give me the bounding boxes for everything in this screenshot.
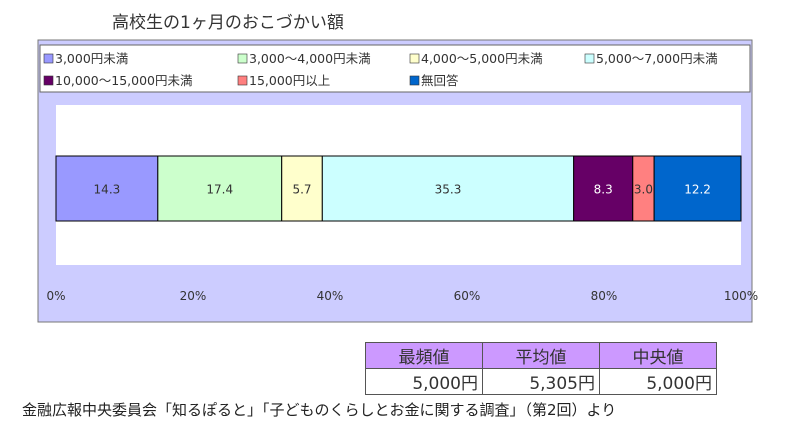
- header-mode: 最頻値: [365, 342, 483, 369]
- legend-swatch: [237, 75, 248, 86]
- legend-swatch: [43, 53, 54, 64]
- legend-label: 10,000〜15,000円未満: [55, 73, 192, 88]
- legend-swatch: [409, 75, 420, 86]
- x-tick-label: 40%: [317, 289, 344, 303]
- data-label: 12.2: [684, 183, 711, 197]
- bar-segment: [321, 155, 575, 222]
- bar-segment: [281, 155, 323, 222]
- header-median: 中央値: [599, 342, 717, 369]
- bar-segment: [55, 155, 159, 222]
- x-tick-label: 100%: [724, 289, 758, 303]
- value-mode: 5,000円: [365, 368, 483, 395]
- legend-label: 4,000〜5,000円未満: [421, 51, 543, 66]
- legend-label: 3,000〜4,000円未満: [249, 51, 371, 66]
- legend-label: 15,000円以上: [249, 73, 330, 88]
- legend-swatch: [409, 53, 420, 64]
- x-tick-label: 80%: [591, 289, 618, 303]
- data-label: 14.3: [94, 183, 121, 197]
- source-note: 金融広報中央委員会「知るぽると」「子どものくらしとお金に関する調査」（第2回）よ…: [22, 401, 617, 419]
- legend: [39, 44, 751, 93]
- stats-table: 最頻値 平均値 中央値 5,000円 5,305円 5,000円: [365, 342, 717, 395]
- legend-swatch: [237, 53, 248, 64]
- value-mean: 5,305円: [482, 368, 600, 395]
- bar-segment: [157, 155, 283, 222]
- data-label: 17.4: [206, 183, 233, 197]
- x-tick-label: 60%: [454, 289, 481, 303]
- value-median: 5,000円: [599, 368, 717, 395]
- bar-segment: [653, 155, 742, 222]
- data-label: 3.0: [634, 183, 653, 197]
- data-label: 35.3: [435, 183, 462, 197]
- chart-title: 高校生の1ヶ月のおこづかい額: [112, 13, 344, 33]
- legend-swatch: [43, 75, 54, 86]
- data-label: 5.7: [292, 183, 311, 197]
- legend-swatch: [584, 53, 595, 64]
- stacked-bar-chart: 3,000円未満 3,000〜4,000円未満 4,000〜5,000円未満 5,00…: [37, 39, 758, 323]
- x-tick-label: 20%: [180, 289, 207, 303]
- legend-label: 5,000〜7,000円未満: [596, 51, 718, 66]
- header-mean: 平均値: [482, 342, 600, 369]
- legend-label: 3,000円未満: [55, 51, 128, 66]
- x-tick-label: 0%: [46, 289, 65, 303]
- bar-segment: [573, 155, 634, 222]
- data-label: 8.3: [594, 183, 613, 197]
- legend-label: 無回答: [421, 73, 459, 88]
